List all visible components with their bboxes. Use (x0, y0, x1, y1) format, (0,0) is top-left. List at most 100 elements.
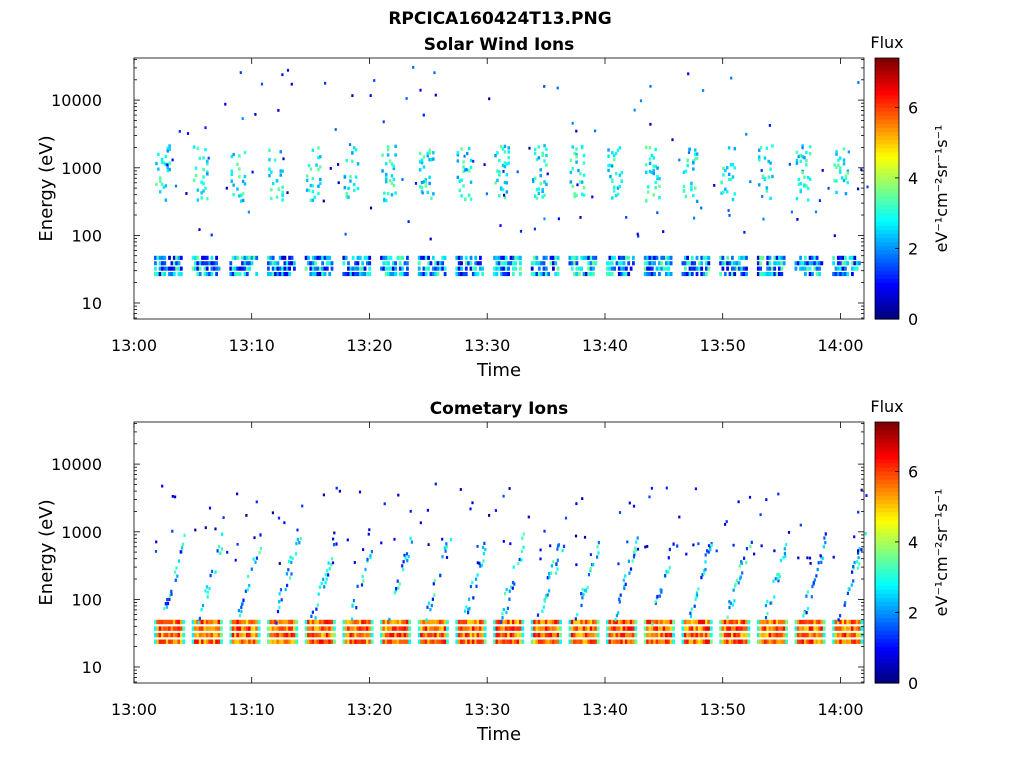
data-cell (267, 626, 270, 631)
data-cell (201, 619, 204, 625)
data-cell (277, 109, 280, 112)
data-cell (460, 178, 463, 182)
data-cell (585, 632, 588, 638)
data-cell (395, 587, 398, 591)
y-tick-label: 100 (71, 590, 102, 609)
data-cell (594, 632, 598, 638)
data-cell (238, 272, 242, 277)
data-cell (316, 266, 320, 271)
data-cell (446, 619, 449, 625)
data-cell (238, 626, 242, 631)
data-cell (607, 164, 610, 168)
data-cell (768, 626, 772, 631)
data-cell (493, 626, 496, 631)
data-cell (841, 261, 845, 266)
data-cell (462, 272, 466, 277)
data-cell (851, 255, 854, 260)
data-cell (172, 632, 176, 638)
data-cell (191, 266, 195, 271)
data-cell (323, 266, 327, 271)
data-cell (587, 632, 591, 638)
data-cell (206, 162, 209, 166)
data-cell (476, 619, 480, 625)
data-cell (813, 266, 817, 271)
data-cell (823, 536, 826, 540)
data-cell (214, 527, 217, 531)
data-cell (387, 626, 390, 631)
data-cell (575, 502, 578, 506)
data-cell (832, 272, 835, 277)
data-cell (165, 619, 169, 625)
data-cell (401, 564, 404, 568)
data-cell (625, 216, 628, 219)
data-cell (557, 544, 560, 548)
data-cell (671, 138, 674, 142)
data-cell (245, 272, 249, 277)
data-cell (801, 171, 804, 175)
data-cell (782, 619, 786, 625)
data-cell (215, 619, 219, 625)
data-cell (314, 639, 317, 644)
data-cell (271, 511, 274, 515)
data-cell (418, 185, 422, 189)
data-cell (288, 619, 292, 625)
data-cell (248, 255, 251, 260)
data-cell (441, 255, 445, 260)
data-cell (457, 255, 461, 260)
data-cell (768, 639, 772, 644)
data-cell (820, 632, 824, 638)
data-cell (198, 266, 202, 271)
data-cell (252, 632, 256, 638)
data-cell (229, 619, 233, 625)
data-cell (759, 255, 762, 260)
data-cell (276, 261, 280, 266)
data-cell (834, 619, 838, 625)
data-cell (501, 612, 504, 616)
data-cell (196, 255, 200, 260)
data-cell (507, 272, 510, 277)
data-cell (773, 261, 777, 266)
data-cell (495, 626, 499, 631)
data-cell (723, 626, 727, 631)
data-cell (380, 632, 383, 638)
data-cell (519, 272, 522, 277)
data-cell (559, 619, 562, 625)
data-cell (354, 148, 358, 152)
data-cell (780, 261, 784, 266)
data-cell (761, 632, 765, 638)
data-cell (330, 639, 334, 644)
data-cell (236, 619, 240, 625)
data-cell (347, 619, 350, 625)
data-cell (617, 639, 621, 644)
data-cell (629, 619, 633, 625)
data-cell (165, 626, 169, 631)
data-cell (773, 549, 776, 553)
data-cell (521, 639, 525, 644)
data-cell (556, 86, 559, 90)
data-cell (191, 626, 195, 631)
data-cell (589, 619, 593, 625)
data-cell (217, 639, 221, 644)
data-cell (236, 266, 240, 271)
data-cell (476, 561, 479, 565)
data-cell (288, 255, 291, 260)
data-cell (705, 632, 708, 638)
data-cell (707, 266, 711, 271)
data-cell (170, 592, 173, 596)
data-cell (476, 272, 480, 277)
data-cell (168, 632, 171, 638)
data-cell (504, 632, 508, 638)
data-cell (544, 255, 548, 260)
data-cell (307, 188, 311, 193)
data-cell (165, 605, 168, 609)
data-cell (182, 626, 186, 631)
data-cell (181, 546, 184, 550)
data-cell (694, 148, 697, 152)
data-cell (368, 255, 372, 260)
data-cell (616, 192, 620, 196)
data-cell (201, 639, 204, 644)
data-cell (325, 639, 329, 644)
data-cell (396, 626, 400, 631)
data-cell (469, 158, 473, 163)
data-cell (692, 193, 695, 198)
